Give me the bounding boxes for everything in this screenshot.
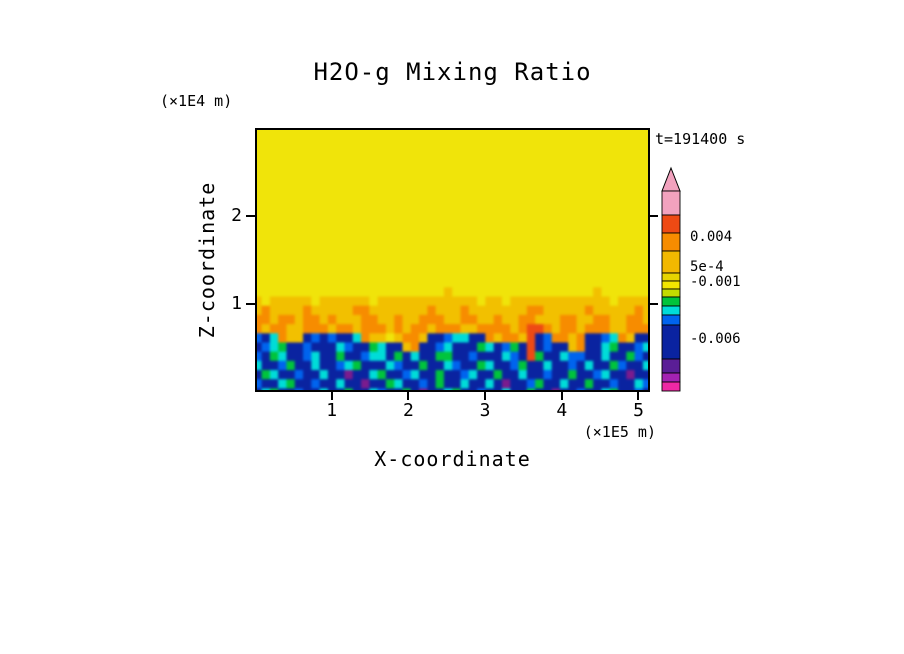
plot-area [255, 128, 650, 392]
y-tick-label: 2 [231, 205, 242, 226]
x-tick-label: 2 [402, 400, 414, 421]
x-axis-tick [330, 392, 333, 400]
y-axis-tick-right [650, 215, 658, 217]
x-axis-tick [407, 392, 410, 400]
x-axis-unit-label: (×1E5 m) [583, 423, 656, 441]
y-axis-unit-label: (×1E4 m) [160, 92, 233, 110]
timestamp-label: t=191400 s [655, 130, 746, 148]
colorbar-segment [661, 288, 681, 298]
colorbar-segment [661, 358, 681, 374]
colorbar-segment [661, 280, 681, 290]
colorbar-label: -0.006 [690, 331, 741, 347]
colorbar-segment [661, 381, 681, 392]
x-axis-tick [484, 392, 487, 400]
y-axis-tick-right [650, 303, 658, 305]
colorbar-segment [661, 372, 681, 383]
colorbar-label: -0.001 [690, 274, 741, 290]
colorbar-segment [661, 305, 681, 316]
colorbar-segment [661, 296, 681, 307]
colorbar-arrow-tip [661, 166, 681, 192]
x-axis-tick [637, 392, 640, 400]
colorbar-segment [661, 190, 681, 216]
y-tick-label: 1 [231, 293, 242, 314]
colorbar-label: 5e-4 [690, 259, 724, 275]
heatmap [257, 130, 648, 390]
y-axis-tick-left [246, 215, 255, 217]
y-axis-tick-left [246, 303, 255, 305]
colorbar-segment [661, 324, 681, 360]
x-tick-label: 4 [556, 400, 568, 421]
chart-title: H2O-g Mixing Ratio [313, 58, 592, 86]
colorbar-label: 0.004 [690, 229, 733, 245]
colorbar-segment [661, 232, 681, 252]
colorbar-segment [661, 272, 681, 282]
colorbar [661, 166, 681, 392]
x-tick-label: 1 [326, 400, 338, 421]
x-axis-tick [560, 392, 563, 400]
x-axis-label: X-coordinate [374, 447, 531, 471]
x-tick-label: 3 [479, 400, 491, 421]
colorbar-segment [661, 214, 681, 234]
x-tick-label: 5 [633, 400, 644, 421]
colorbar-segment [661, 314, 681, 326]
colorbar-segment [661, 250, 681, 274]
